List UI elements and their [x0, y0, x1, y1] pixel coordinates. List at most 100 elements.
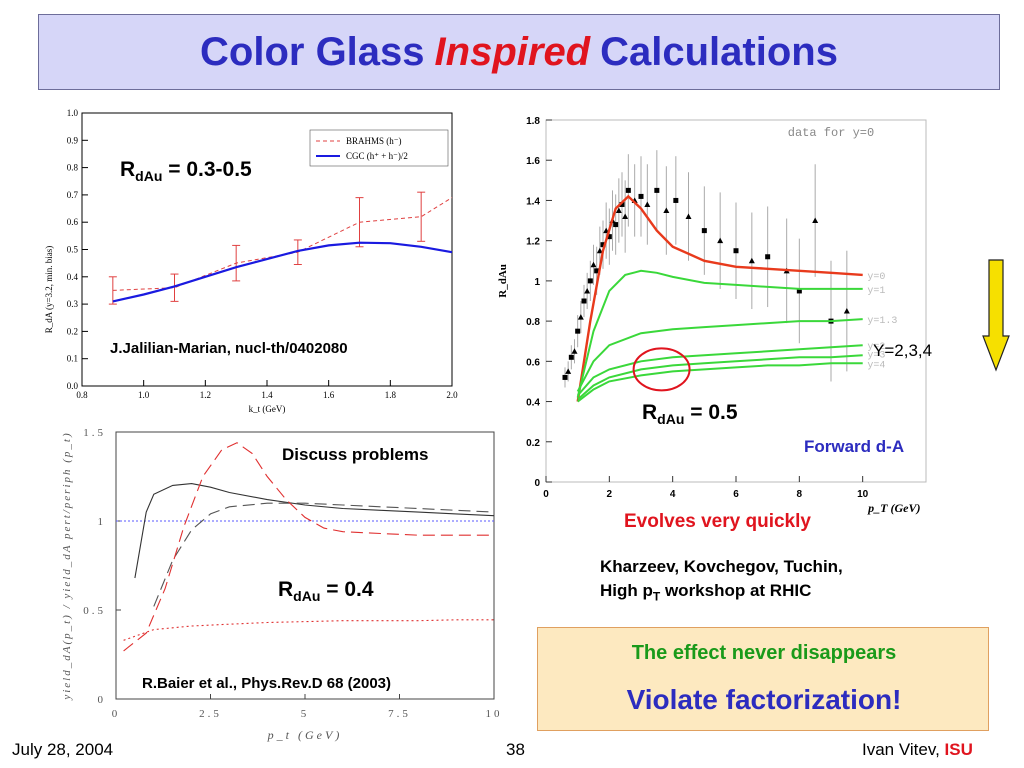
data-point-27 — [685, 213, 692, 220]
chart-baier-yield: 0 0.5 1 1.5 0 2.5 5 7.5 10 p_t (GeV) yield_dA(p_t)… — [61, 427, 503, 742]
effect-box: The effect never disappears Violate fact… — [537, 627, 989, 731]
data-point-29 — [717, 237, 724, 244]
y-tick-label-6: 1.2 — [526, 237, 540, 248]
y-axis-label: R_dA (y=3.2, min. bias) — [44, 246, 54, 334]
footer-affiliation: ISU — [944, 740, 973, 759]
y-tick-label-7: 1.4 — [526, 196, 540, 207]
footer-page-number: 38 — [506, 740, 525, 759]
y-tick-label-5: 0.5 — [67, 245, 79, 255]
series-line-1 — [576, 269, 863, 398]
plot-frame — [545, 119, 927, 483]
data-point-10 — [594, 268, 600, 274]
series-line-0 — [134, 483, 495, 579]
y-tick-label-9: 0.9 — [67, 135, 79, 145]
footer-author: Ivan Vitev, ISU — [862, 740, 973, 759]
legend-label-3: y=2 — [867, 342, 885, 353]
x-tick-label-1: 2.5 — [199, 708, 222, 720]
x-tick-label-0: 0 — [543, 489, 549, 500]
series-line-2 — [576, 318, 863, 392]
data-point-11 — [596, 247, 603, 254]
data-point-22 — [638, 193, 644, 199]
data-point-26 — [673, 197, 679, 203]
x-tick-label-0: 0 — [112, 708, 121, 720]
data-point-14 — [606, 234, 612, 240]
legend-label-4: y=3 — [867, 350, 885, 361]
data-point-0 — [562, 374, 568, 380]
series-line-3 — [576, 344, 863, 397]
rdau-label-05: RdAu = 0.5 — [642, 401, 738, 428]
x-axis-label: p_T (GeV) — [867, 501, 920, 515]
x-tick-label-5: 1.8 — [385, 390, 397, 400]
data-point-2 — [568, 354, 574, 360]
data-point-32 — [765, 254, 771, 260]
x-tick-label-4: 10 — [486, 708, 503, 720]
y-tick-label-0: 0.0 — [67, 381, 79, 391]
data-point-7 — [584, 287, 591, 294]
data-point-30 — [733, 248, 739, 254]
x-tick-label-2: 5 — [301, 708, 310, 720]
y-axis-label: R_dAu — [497, 264, 509, 298]
x-tick-label-2: 4 — [670, 489, 676, 500]
series-line-1 — [112, 241, 453, 303]
data-point-12 — [600, 242, 606, 248]
y-tick-label-3: 0.6 — [526, 357, 540, 368]
data-point-16 — [613, 222, 619, 228]
data-point-28 — [701, 228, 707, 234]
series-line-2 — [123, 442, 494, 652]
y-tick-label-4: 0.4 — [67, 272, 79, 282]
y-tick-label-6: 0.6 — [67, 217, 79, 227]
x-axis-label: k_t (GeV) — [249, 404, 286, 414]
data-point-24 — [654, 187, 660, 193]
y-tick-label-0: 0 — [534, 478, 540, 489]
y-tick-label-1: 0.5 — [83, 605, 106, 617]
data-point-5 — [577, 314, 584, 320]
effect-line-2: Violate factorization! — [626, 684, 902, 715]
y-tick-label-4: 0.8 — [526, 317, 540, 328]
series-line-0 — [112, 197, 453, 291]
chart-brahms-cgc: 0.0 0.1 0.2 0.3 0.4 0.5 0.6 0.7 0.8 0.9 1.0 0.8 1.0 1… — [44, 108, 458, 414]
legend-label-2: y=1.3 — [867, 316, 897, 327]
x-tick-label-5: 10 — [857, 489, 869, 500]
footer-date: July 28, 2004 — [12, 740, 114, 759]
legend-label-5: y=4 — [867, 360, 885, 371]
forward-da-label: Forward d-A — [804, 437, 905, 456]
x-tick-label-0: 0.8 — [76, 390, 88, 400]
y-tick-label-8: 0.8 — [67, 163, 79, 173]
legend-label-1: y=1 — [867, 286, 885, 297]
series-line-5 — [577, 362, 863, 403]
y-tick-label-1: 0.1 — [67, 354, 78, 364]
y-tick-label-1: 0.2 — [526, 438, 540, 449]
y-tick-label-8: 1.6 — [526, 156, 540, 167]
legend-label-0: y=0 — [867, 272, 885, 283]
y-tick-label-0: 0 — [98, 694, 107, 706]
x-tick-label-3: 6 — [733, 489, 739, 500]
data-point-1 — [565, 368, 572, 374]
data-point-8 — [587, 278, 593, 284]
y-tick-label-10: 1.0 — [67, 108, 79, 118]
data-point-18 — [619, 201, 625, 207]
y-axis-label: yield_dA(p_t) / yield_dA pert/periph (p_… — [61, 431, 73, 700]
data-point-9 — [590, 261, 597, 268]
rdau-label-04: RdAu = 0.4 — [278, 578, 374, 605]
data-point-3 — [571, 348, 578, 354]
x-axis-label: p_t (GeV) — [267, 728, 343, 742]
title-box: Color Glass Inspired Calculations — [38, 14, 1000, 90]
data-point-23 — [644, 201, 651, 207]
kharzeev-reference-line2: High pT workshop at RHIC — [600, 581, 812, 604]
x-tick-label-1: 2 — [607, 489, 613, 500]
y-tick-label-9: 1.8 — [526, 116, 540, 127]
y-tick-label-2: 0.2 — [67, 326, 78, 336]
y-tick-label-7: 0.7 — [67, 190, 79, 200]
x-tick-label-2: 1.2 — [200, 390, 211, 400]
data-point-34 — [796, 288, 802, 294]
data-point-19 — [622, 213, 629, 220]
title-part-2: Inspired — [434, 29, 591, 74]
title-part-3: Calculations — [600, 29, 838, 74]
data-point-4 — [575, 328, 581, 334]
plot-frame — [115, 431, 495, 700]
y-tick-label-3: 1.5 — [83, 427, 106, 439]
series-line-1 — [153, 502, 495, 607]
legend-box — [309, 129, 449, 167]
x-tick-label-3: 1.4 — [261, 390, 273, 400]
x-tick-label-1: 1.0 — [138, 390, 150, 400]
